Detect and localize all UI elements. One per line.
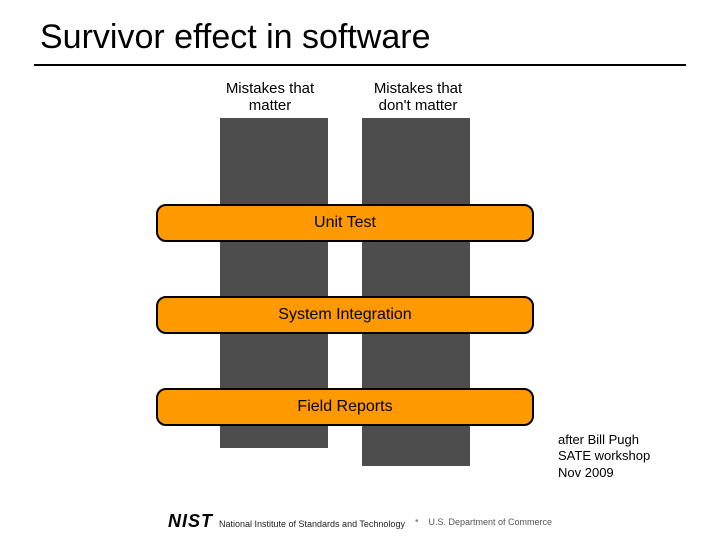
- attribution-line: Nov 2009: [558, 465, 650, 481]
- slide-title: Survivor effect in software: [40, 18, 431, 57]
- attribution-line: SATE workshop: [558, 448, 650, 464]
- nist-logo: NIST National Institute of Standards and…: [168, 511, 405, 532]
- column-label-left: Mistakes thatmatter: [200, 80, 340, 115]
- phase-bar-system-integration: System Integration: [156, 296, 534, 334]
- footer: NIST National Institute of Standards and…: [0, 511, 720, 532]
- phase-bar-field-reports: Field Reports: [156, 388, 534, 426]
- attribution: after Bill Pugh SATE workshop Nov 2009: [558, 432, 650, 481]
- phase-bar-unit-test: Unit Test: [156, 204, 534, 242]
- nist-logo-mark: NIST: [168, 511, 213, 532]
- column-label-right: Mistakes thatdon't matter: [348, 80, 488, 115]
- slide: Survivor effect in software Mistakes tha…: [0, 0, 720, 540]
- separator-dot-icon: •: [415, 516, 419, 527]
- nist-logo-full: National Institute of Standards and Tech…: [219, 519, 405, 529]
- attribution-line: after Bill Pugh: [558, 432, 650, 448]
- title-underline: [34, 64, 686, 66]
- footer-right-text: U.S. Department of Commerce: [428, 517, 552, 527]
